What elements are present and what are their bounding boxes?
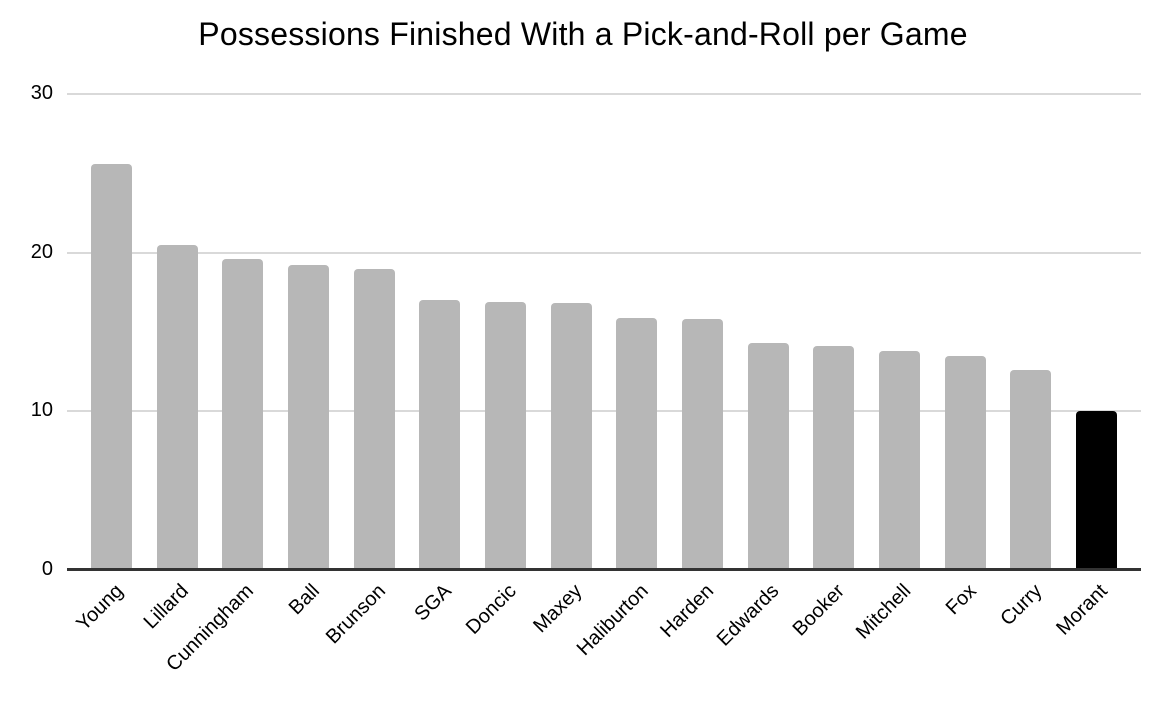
bar-doncic: Doncic [462,301,526,639]
x-tick-label-curry: Curry [996,580,1047,631]
x-tick-label-ball: Ball [284,580,325,620]
bar-series: Young Lillard Cunningham Ball Brunson SGA Donc… [67,94,1141,676]
bar-fox: Fox [941,355,986,619]
bar-morant: Morant [1052,411,1117,640]
bar-cunningham: Cunningham [163,259,264,676]
bar-haliburton: Haliburton [572,317,658,660]
y-tick-label-20: 20 [30,240,53,263]
x-tick-label-maxey: Maxey [529,580,587,638]
bar-maxey: Maxey [529,303,592,637]
bar-sga: SGA [410,300,461,625]
gridline-20 [67,251,1141,254]
bar-ball: Ball [285,265,329,619]
x-axis-line [67,568,1141,571]
bar-young: Young [72,163,132,635]
y-tick-label-0: 0 [41,558,53,581]
y-tick-label-30: 30 [30,82,53,105]
plot-area: Young Lillard Cunningham Ball Brunson SGA Donc… [67,93,1141,676]
gridline-30 [67,93,1141,95]
bar-brunson: Brunson [321,268,395,648]
x-tick-label-haliburton: Haliburton [572,580,653,661]
x-tick-label-edwards: Edwards [713,580,784,651]
x-tick-label-mitchell: Mitchell [851,580,915,644]
x-tick-label-booker: Booker [788,580,850,641]
y-tick-label-10: 10 [30,399,53,422]
x-tick-label-brunson: Brunson [321,580,390,649]
bar-curry: Curry [996,370,1052,630]
x-tick-label-young: Young [71,580,128,636]
x-tick-label-sga: SGA [409,580,456,626]
x-tick-label-fox: Fox [941,580,981,620]
bar-mitchell: Mitchell [851,351,920,643]
bar-lillard: Lillard [139,244,198,633]
bar-harden: Harden [656,319,723,642]
bar-booker: Booker [789,346,855,640]
gridline-10 [67,410,1141,413]
x-tick-label-doncic: Doncic [462,580,521,639]
bar-edwards: Edwards [713,343,789,651]
x-tick-label-harden: Harden [656,580,718,642]
chart-title: Possessions Finished With a Pick-and-Rol… [198,16,968,52]
x-tick-label-morant: Morant [1052,580,1112,640]
x-tick-label-lillard: Lillard [139,580,193,634]
